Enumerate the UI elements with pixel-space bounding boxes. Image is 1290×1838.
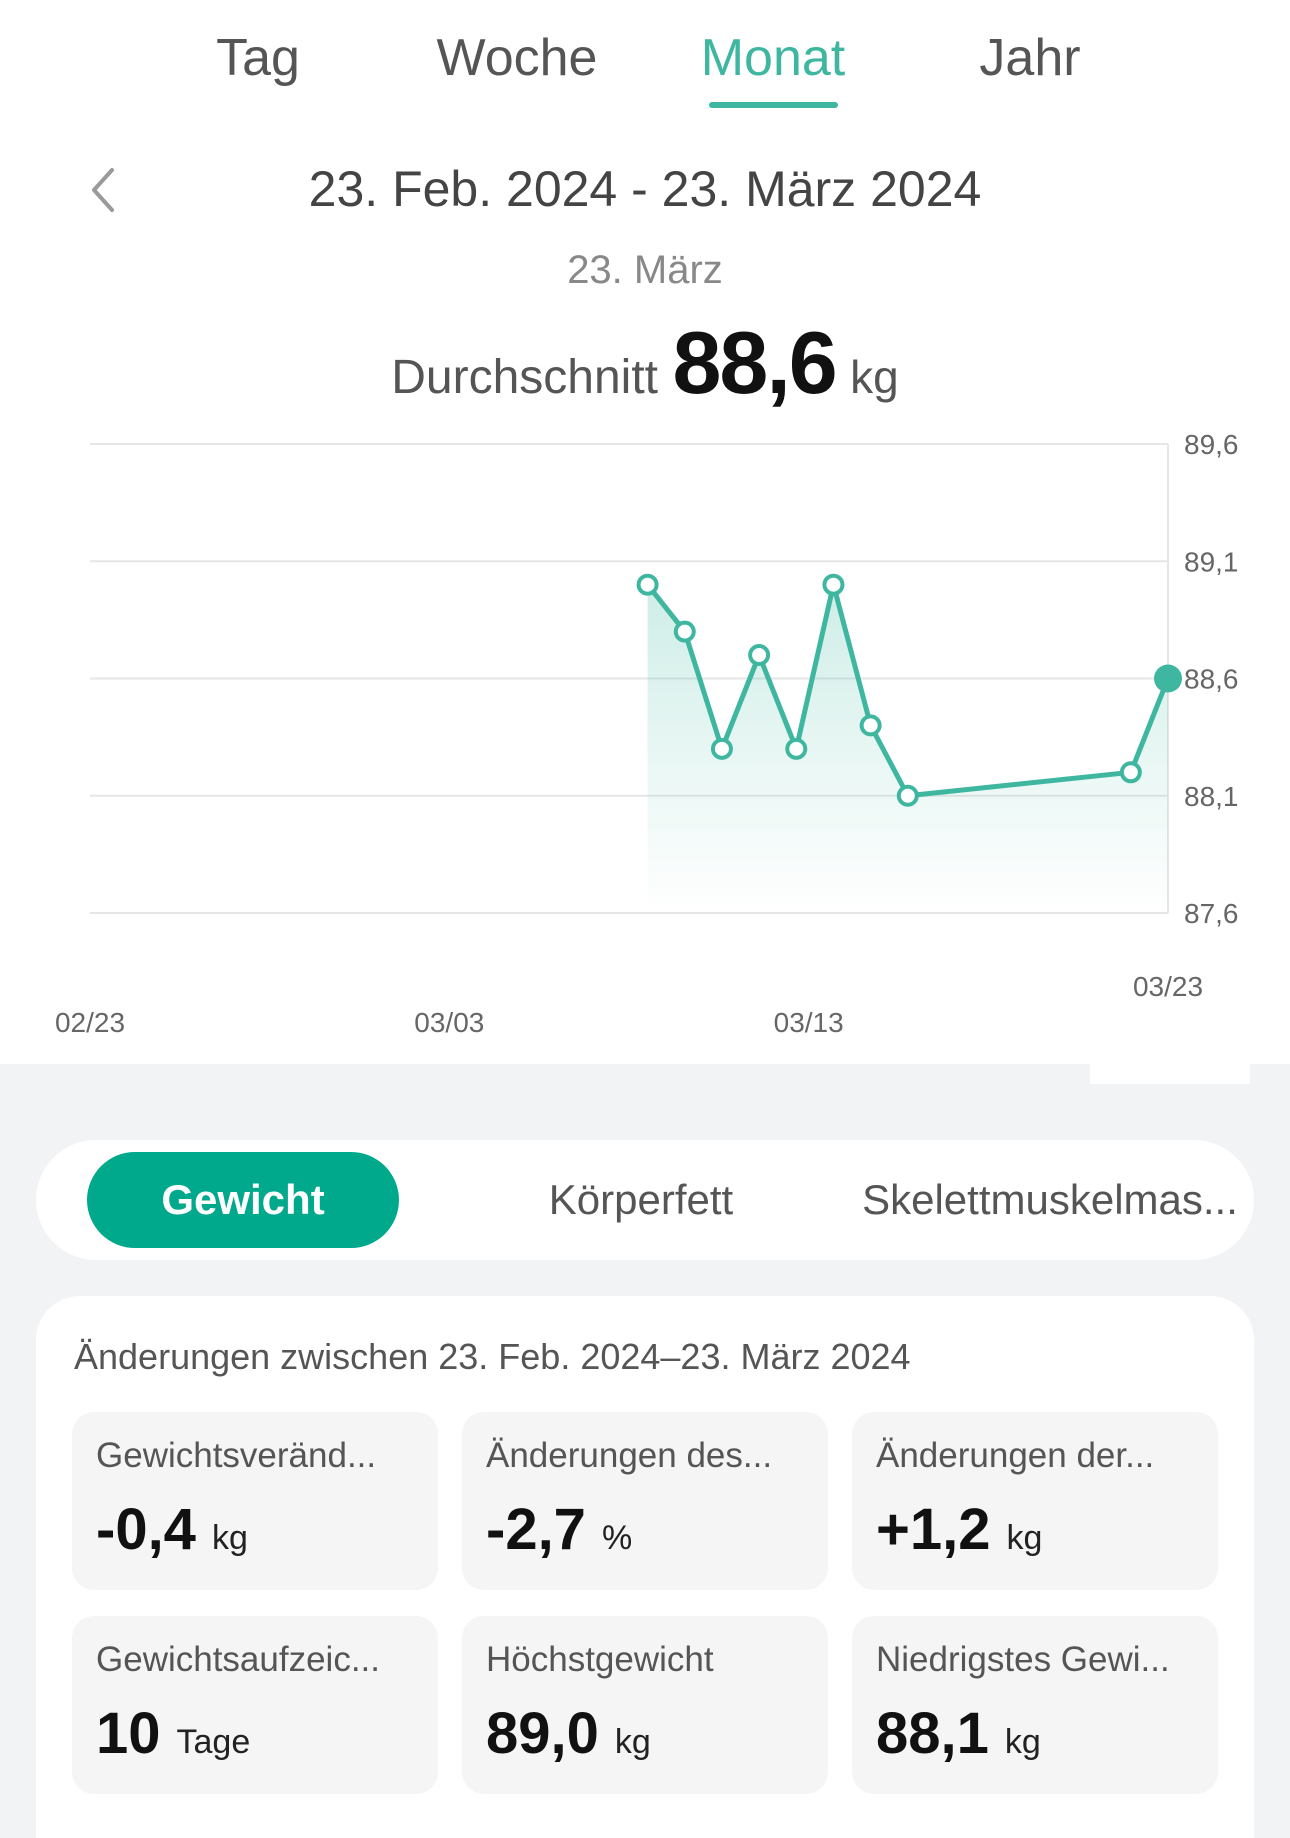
stat-body-fat-change[interactable]: Änderungen des... -2,7% bbox=[462, 1412, 828, 1590]
stat-unit: kg bbox=[211, 1519, 248, 1557]
selected-data-point bbox=[1154, 664, 1182, 693]
stat-weight-change[interactable]: Gewichtsveränd... -0,4 kg bbox=[72, 1412, 438, 1590]
metric-tabs: Gewicht Körperfett Skelettmuskelmas... bbox=[36, 1140, 1254, 1260]
stat-unit: Tage bbox=[176, 1723, 251, 1761]
stat-unit: kg bbox=[614, 1723, 651, 1761]
data-point bbox=[822, 573, 845, 596]
average-unit: kg bbox=[850, 351, 899, 403]
tab-month[interactable]: Monat bbox=[700, 29, 846, 87]
y-tick-label: 89,1 bbox=[1184, 546, 1239, 577]
period-tabs: Tag Woche Monat Jahr bbox=[0, 0, 1290, 120]
stat-unit: % bbox=[601, 1519, 633, 1557]
y-tick-label: 89,6 bbox=[1184, 429, 1239, 460]
stat-max-weight[interactable]: Höchstgewicht 89,0 kg bbox=[462, 1616, 828, 1794]
data-point bbox=[896, 784, 919, 807]
metric-tab-skeletal-muscle[interactable]: Skelettmuskelmas... bbox=[862, 1176, 1238, 1223]
stat-label: Niedrigstes Gewi... bbox=[876, 1640, 1170, 1679]
stat-label: Gewichtsaufzeic... bbox=[96, 1640, 380, 1679]
average-display: Durchschnitt 88,6 kg bbox=[0, 312, 1290, 414]
series-area bbox=[647, 584, 1168, 913]
data-point bbox=[636, 573, 659, 596]
stat-unit: kg bbox=[1006, 1519, 1043, 1557]
average-label: Durchschnitt bbox=[391, 351, 658, 404]
metric-tab-body-fat[interactable]: Körperfett bbox=[548, 1176, 734, 1223]
stat-unit: kg bbox=[1004, 1723, 1041, 1761]
data-point bbox=[673, 620, 696, 643]
changes-title: Änderungen zwischen 23. Feb. 2024–23. Mä… bbox=[74, 1336, 911, 1377]
x-tick-label: 03/13 bbox=[774, 1007, 844, 1038]
series-line bbox=[645, 582, 1171, 799]
tab-day[interactable]: Tag bbox=[216, 29, 300, 87]
average-value: 88,6 bbox=[672, 313, 837, 412]
active-tab-indicator bbox=[709, 102, 838, 108]
stat-label: Gewichtsveränd... bbox=[96, 1436, 377, 1475]
stat-value: 88,1 bbox=[876, 1701, 989, 1766]
x-tick-label: 03/23 bbox=[1133, 971, 1203, 1002]
stat-value: -0,4 bbox=[96, 1497, 196, 1562]
stat-label: Höchstgewicht bbox=[486, 1640, 714, 1679]
stat-value: -2,7 bbox=[486, 1497, 586, 1562]
y-tick-label: 87,6 bbox=[1184, 898, 1239, 929]
data-point bbox=[748, 644, 771, 667]
stat-label: Änderungen der... bbox=[876, 1436, 1155, 1475]
x-tick-label: 03/03 bbox=[414, 1007, 484, 1038]
stat-min-weight[interactable]: Niedrigstes Gewi... 88,1 kg bbox=[852, 1616, 1218, 1794]
data-point bbox=[859, 714, 882, 737]
changes-card: Änderungen zwischen 23. Feb. 2024–23. Mä… bbox=[36, 1296, 1254, 1838]
previous-period-button[interactable] bbox=[84, 160, 134, 220]
data-point bbox=[785, 737, 808, 760]
stat-value: 10 bbox=[96, 1701, 161, 1766]
weight-chart[interactable]: 89,6 89,1 88,6 88,1 87,6 02/23 03/03 03/13 03/2… bbox=[0, 420, 1290, 1060]
stat-value: 89,0 bbox=[486, 1701, 599, 1766]
stat-muscle-change[interactable]: Änderungen der... +1,2 kg bbox=[852, 1412, 1218, 1590]
stat-weight-records[interactable]: Gewichtsaufzeic... 10 Tage bbox=[72, 1616, 438, 1794]
data-point bbox=[1119, 761, 1142, 784]
y-tick-label: 88,6 bbox=[1184, 664, 1239, 695]
x-tick-label: 02/23 bbox=[55, 1007, 125, 1038]
y-tick-label: 88,1 bbox=[1184, 781, 1239, 812]
tab-year[interactable]: Jahr bbox=[979, 29, 1081, 87]
tab-week[interactable]: Woche bbox=[436, 29, 598, 87]
selection-handle[interactable] bbox=[1090, 1024, 1250, 1084]
data-point bbox=[710, 737, 733, 760]
stat-value: +1,2 bbox=[876, 1497, 991, 1562]
stat-label: Änderungen des... bbox=[486, 1436, 773, 1475]
selected-date: 23. März bbox=[567, 248, 723, 292]
date-range: 23. Feb. 2024 - 23. März 2024 bbox=[308, 161, 982, 217]
chevron-left-icon bbox=[92, 168, 114, 212]
metric-tab-weight[interactable]: Gewicht bbox=[87, 1152, 399, 1248]
